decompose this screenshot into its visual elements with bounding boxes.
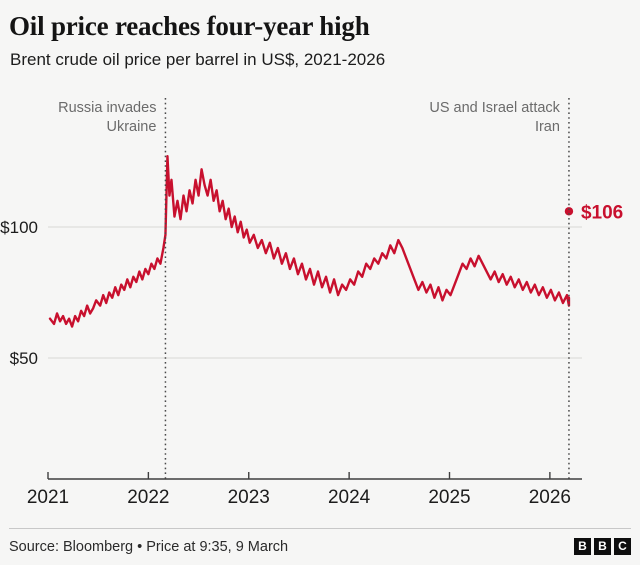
source-note: Source: Bloomberg • Price at 9:35, 9 Mar…: [9, 539, 289, 555]
x-axis-label-2022: 2022: [127, 487, 169, 508]
price-line: [48, 155, 571, 328]
x-axis-label-2023: 2023: [228, 487, 270, 508]
bbc-logo-letter-1: B: [574, 538, 591, 555]
end-value-label: $106: [581, 202, 623, 223]
annotation-label-russia-invades-ukraine: Russia invades: [58, 100, 156, 116]
annotation-label-us-israel-attack-iran: US and Israel attack: [429, 100, 560, 116]
annotation-label-russia-invades-ukraine: Ukraine: [106, 119, 156, 135]
footer-divider: [9, 528, 631, 529]
y-axis-label-100: $100: [0, 218, 38, 237]
chart-plot-area: $50 $100 $106 Russia invades Ukraine US and I…: [0, 86, 640, 516]
line-chart-svg: $50 $100 $106 Russia invades Ukraine US and I…: [0, 98, 623, 508]
y-axis-label-50: $50: [10, 349, 38, 368]
x-axis-label-2024: 2024: [328, 487, 371, 508]
x-axis-label-2026: 2026: [529, 487, 571, 508]
bbc-logo: B B C: [574, 538, 631, 555]
chart-subtitle: Brent crude oil price per barrel in US$,…: [10, 50, 386, 69]
end-value-marker: [564, 207, 574, 216]
annotation-label-us-israel-attack-iran: Iran: [535, 119, 560, 135]
x-axis-label-2025: 2025: [428, 487, 470, 508]
page-title: Oil price reaches four-year high: [9, 11, 370, 41]
x-axis-label-2021: 2021: [27, 487, 69, 508]
bbc-logo-letter-2: B: [594, 538, 611, 555]
bbc-logo-letter-3: C: [614, 538, 631, 555]
